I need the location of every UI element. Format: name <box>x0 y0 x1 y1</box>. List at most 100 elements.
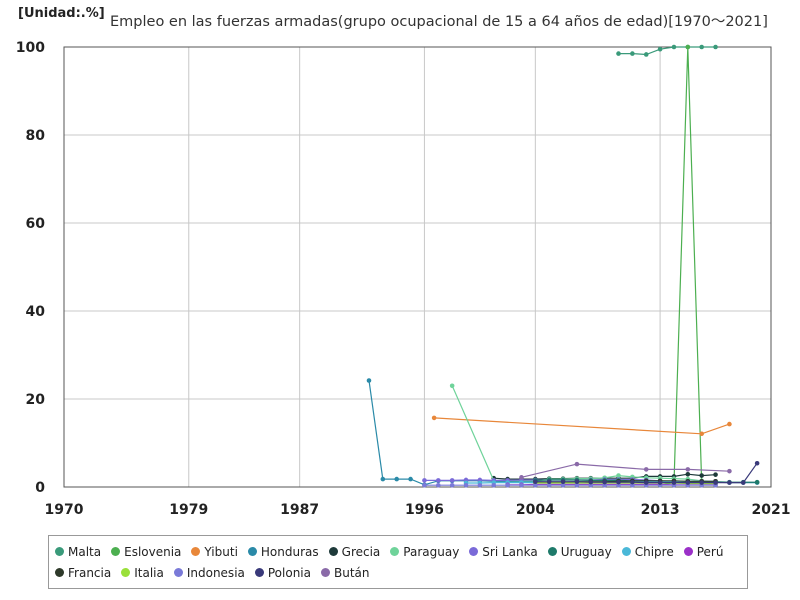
x-tick-label: 2004 <box>516 502 555 518</box>
legend-dot <box>621 547 631 556</box>
grid-lines <box>63 46 772 488</box>
legend-dot <box>469 547 479 556</box>
data-point <box>491 482 497 488</box>
legend-dot <box>254 568 264 577</box>
legend-item: Honduras <box>247 541 319 562</box>
legend-label: Bután <box>334 565 370 580</box>
data-point <box>408 476 413 482</box>
data-point <box>574 461 580 467</box>
legend-item: Yibuti <box>191 541 238 562</box>
y-tick-label: 80 <box>26 128 46 144</box>
series-group <box>366 44 760 488</box>
data-point <box>699 431 704 437</box>
legend-item: Italia <box>121 562 164 583</box>
legend-item: Paraguay <box>390 541 459 562</box>
data-point <box>630 479 635 485</box>
legend-dot <box>247 547 257 556</box>
data-point <box>463 482 469 488</box>
x-tick-label: 2013 <box>641 502 680 518</box>
data-point <box>574 479 580 485</box>
data-point <box>422 482 427 488</box>
data-point <box>431 415 437 421</box>
y-tick-label: 20 <box>26 392 46 408</box>
legend-item: Eslovenia <box>111 541 181 562</box>
data-point <box>616 51 621 56</box>
data-point <box>435 478 441 483</box>
data-point <box>449 383 455 389</box>
data-point <box>560 479 566 485</box>
data-point <box>657 46 663 52</box>
legend-dot <box>191 547 201 556</box>
data-point <box>435 482 441 488</box>
series-line <box>535 482 716 485</box>
axes: 1970 1979 1987 1996 2004 2013 2021 0 20 40 60 80 100 <box>16 40 791 518</box>
legend-label: Malta <box>68 544 102 559</box>
legend-dot <box>173 568 183 577</box>
data-point <box>671 44 677 50</box>
data-point <box>713 44 718 50</box>
series-line <box>618 46 716 56</box>
data-point <box>477 482 483 488</box>
data-point <box>740 480 746 485</box>
data-point <box>616 479 621 485</box>
y-tick-label: 60 <box>26 216 46 232</box>
legend-item: Chipre <box>621 541 674 562</box>
legend-dot <box>328 547 338 556</box>
data-point <box>643 480 649 485</box>
data-point <box>713 472 718 477</box>
data-point <box>754 460 760 466</box>
legend-label: Honduras <box>260 544 319 559</box>
legend-label: Polonia <box>267 565 311 580</box>
data-point <box>699 44 704 50</box>
data-point <box>505 482 510 488</box>
legend-label: Eslovenia <box>124 544 182 559</box>
data-point <box>546 479 552 485</box>
legend-dot <box>121 568 131 577</box>
data-point <box>519 482 524 488</box>
data-point <box>602 479 607 485</box>
legend-item: Malta <box>55 541 101 562</box>
data-point <box>699 480 704 485</box>
plot-frame <box>63 46 772 488</box>
data-point <box>533 479 538 485</box>
legend: Malta Eslovenia Yibuti Honduras Grecia Paragu… <box>48 535 748 589</box>
legend-label: Indonesia <box>186 565 245 580</box>
data-point <box>422 478 427 483</box>
x-tick-label: 1979 <box>169 502 208 518</box>
data-point <box>713 480 718 485</box>
legend-item: Perú <box>683 541 724 562</box>
y-tick-label: 0 <box>35 480 45 496</box>
data-point <box>519 475 524 480</box>
legend-item: Sri Lanka <box>469 541 538 562</box>
series-polonia <box>533 460 760 485</box>
legend-label: Perú <box>696 544 724 559</box>
series-bután <box>519 461 732 480</box>
legend-item: Bután <box>321 562 370 583</box>
data-point <box>546 482 552 488</box>
data-point <box>380 476 386 482</box>
data-point <box>643 467 649 472</box>
legend-label: Francia <box>68 565 112 580</box>
series-yibuti <box>431 415 732 437</box>
data-point <box>533 482 538 488</box>
series-line <box>659 46 716 486</box>
data-point <box>560 482 566 488</box>
y-tick-label: 100 <box>16 40 45 56</box>
legend-item: Polonia <box>254 562 311 583</box>
data-point <box>588 479 594 485</box>
data-point <box>727 468 732 474</box>
data-point <box>449 482 455 488</box>
legend-label: Uruguay <box>560 544 612 559</box>
legend-label: Yibuti <box>204 544 238 559</box>
data-point <box>616 473 621 478</box>
legend-item: Indonesia <box>173 562 245 583</box>
data-point <box>685 44 691 50</box>
data-point <box>449 478 455 483</box>
legend-label: Grecia <box>341 544 381 559</box>
legend-dot <box>55 568 64 577</box>
x-tick-label: 1996 <box>405 502 444 518</box>
data-point <box>630 51 635 56</box>
x-tick-label: 2021 <box>752 502 791 518</box>
line-chart: 1970 1979 1987 1996 2004 2013 2021 0 20 40 60 80 100 <box>16 40 791 518</box>
legend-dot <box>683 547 693 556</box>
